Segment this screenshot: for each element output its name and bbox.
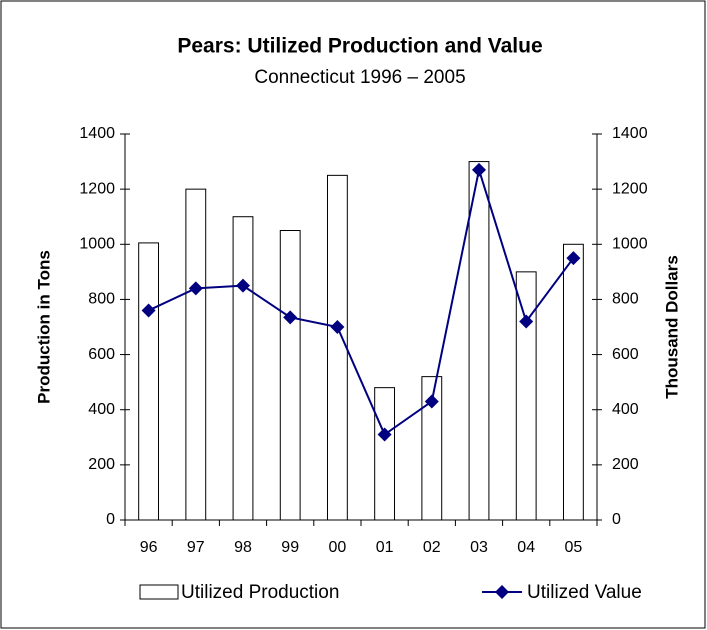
- y-tick-label: 600: [88, 346, 115, 363]
- bar: [326, 174, 348, 521]
- x-tick-label: 03: [470, 539, 488, 556]
- y2-tick-label: 200: [612, 456, 639, 473]
- y2-tick-label: 1200: [612, 180, 648, 197]
- marker: [283, 310, 298, 325]
- marker: [472, 162, 486, 177]
- y-axis-title: Production in Tons: [34, 250, 53, 404]
- bar: [279, 230, 301, 521]
- y2-tick-label: 800: [612, 291, 639, 308]
- y-tick-label: 200: [88, 456, 115, 473]
- marker: [377, 427, 392, 442]
- y2-tick-label: 1000: [612, 236, 648, 253]
- marker: [519, 314, 534, 329]
- marker: [424, 394, 439, 409]
- y2-axis-title: Thousand Dollars: [662, 255, 681, 399]
- x-tick-label: 97: [187, 539, 205, 556]
- legend-swatch: [139, 584, 179, 600]
- y-tick-label: 1000: [79, 236, 115, 253]
- bar: [374, 387, 396, 521]
- marker: [330, 320, 345, 334]
- x-tick-label: 96: [140, 539, 158, 556]
- marker: [566, 251, 581, 266]
- legend-marker: [495, 585, 509, 599]
- y-tick-label: 0: [106, 511, 115, 528]
- bar: [562, 243, 584, 521]
- x-tick-label: 02: [423, 539, 441, 556]
- legend-label: Utilized Production: [181, 582, 339, 603]
- x-tick-label: 04: [517, 539, 535, 556]
- y-tick-label: 400: [88, 401, 115, 418]
- y2-tick-label: 1400: [612, 125, 648, 142]
- marker: [188, 281, 203, 296]
- bar: [138, 242, 160, 521]
- chart-title: Pears: Utilized Production and Value: [177, 35, 542, 58]
- y-tick-label: 800: [88, 291, 115, 308]
- bar: [232, 216, 254, 521]
- y2-tick-label: 600: [612, 346, 639, 363]
- legend-label: Utilized Value: [527, 582, 642, 603]
- chart-subtitle: Connecticut 1996 – 2005: [254, 67, 465, 88]
- x-tick-label: 98: [234, 539, 252, 556]
- marker: [236, 278, 250, 293]
- x-tick-label: 00: [329, 539, 347, 556]
- x-tick-label: 01: [376, 539, 394, 556]
- marker: [141, 303, 156, 318]
- y-tick-label: 1400: [79, 125, 115, 142]
- y-tick-label: 1200: [79, 180, 115, 197]
- x-tick-label: 99: [281, 539, 299, 556]
- x-tick-label: 05: [565, 539, 583, 556]
- y2-tick-label: 0: [612, 511, 621, 528]
- bar: [468, 161, 490, 521]
- bar: [421, 376, 443, 521]
- bar: [515, 271, 537, 521]
- bar: [185, 188, 207, 521]
- line: [148, 169, 575, 437]
- y2-tick-label: 400: [612, 401, 639, 418]
